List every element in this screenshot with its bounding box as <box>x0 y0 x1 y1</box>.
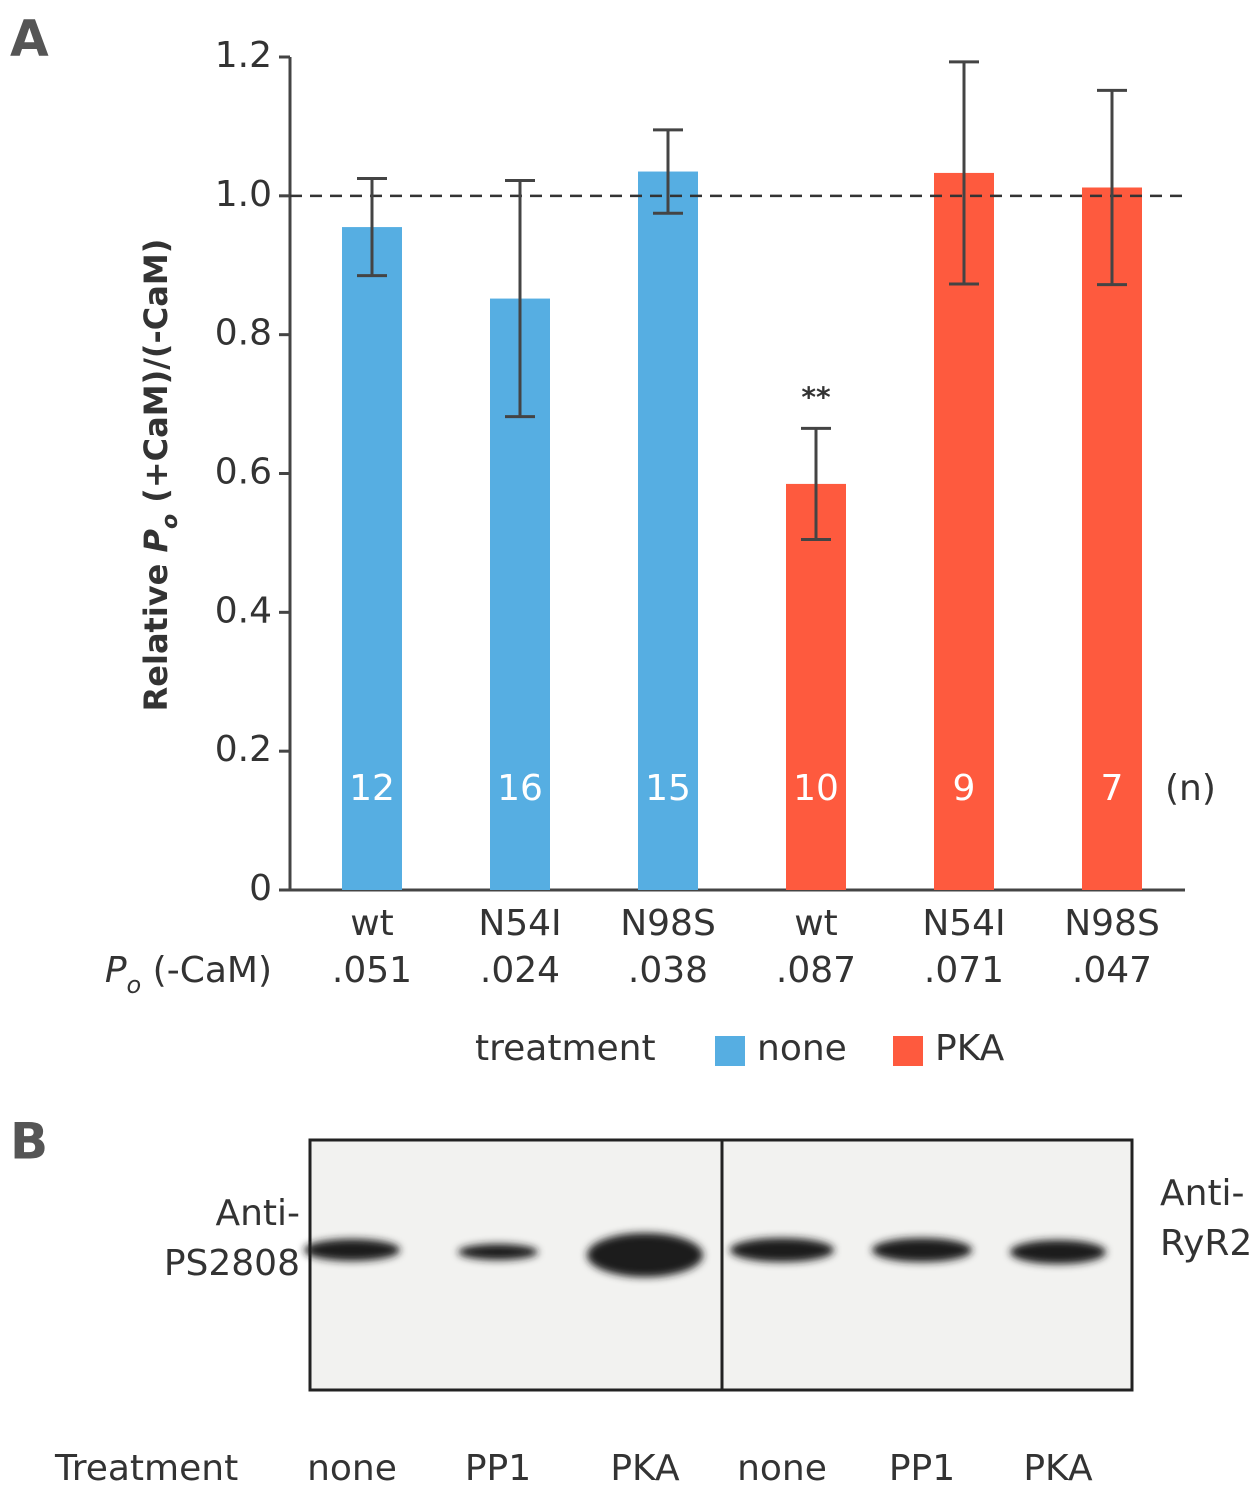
blot-label: RyR2 <box>1160 1223 1252 1264</box>
legend-swatch <box>715 1036 745 1066</box>
po-value: .024 <box>480 950 560 991</box>
lane-label: none <box>737 1448 827 1489</box>
y-tick-label: 0.6 <box>215 452 272 493</box>
band <box>587 1233 703 1277</box>
bar <box>1082 187 1142 891</box>
bar <box>786 483 846 890</box>
po-value: .051 <box>332 950 412 991</box>
lane-label: PP1 <box>465 1448 531 1489</box>
row-label: Treatment <box>54 1448 238 1489</box>
po-value: .071 <box>924 950 1004 991</box>
legend-label: none <box>757 1028 847 1069</box>
y-tick-label: 0.8 <box>215 313 272 354</box>
n-label: 10 <box>793 768 839 809</box>
x-tick-label: wt <box>350 903 394 944</box>
po-value: .047 <box>1072 950 1152 991</box>
band <box>730 1238 834 1262</box>
legend-title: treatment <box>475 1028 656 1069</box>
y-axis-label: Relative Po (+CaM)/(-CaM) <box>137 239 183 712</box>
blot-label: Anti- <box>215 1193 300 1234</box>
x-tick-label: N54I <box>478 903 561 944</box>
po-label-part: (-CaM) <box>141 950 272 991</box>
blot-bands <box>304 1233 1106 1277</box>
y-label-part: P <box>137 528 175 552</box>
bar <box>342 227 402 891</box>
lane-label: PKA <box>610 1448 680 1489</box>
y-tick-label: 1.0 <box>215 174 272 215</box>
y-tick-label: 0.4 <box>215 590 272 631</box>
band <box>872 1238 972 1262</box>
y-label-part: o <box>158 514 183 529</box>
band <box>304 1239 400 1261</box>
legend-label: PKA <box>935 1028 1005 1069</box>
n-label: 9 <box>953 768 976 809</box>
n-label: 15 <box>645 768 691 809</box>
bar <box>638 171 698 891</box>
po-label-part: o <box>127 971 142 999</box>
n-label: 12 <box>349 768 395 809</box>
panel-label: B <box>10 1113 48 1171</box>
n-label-title: (n) <box>1165 768 1216 809</box>
y-tick-label: 0 <box>249 868 272 909</box>
band <box>1010 1240 1106 1264</box>
annotation: ** <box>801 380 831 413</box>
blot-label: Anti- <box>1160 1173 1245 1214</box>
po-value: .038 <box>628 950 708 991</box>
po-value: .087 <box>776 950 856 991</box>
x-tick-label: N98S <box>620 903 716 944</box>
x-tick-label: wt <box>794 903 838 944</box>
n-label: 7 <box>1101 768 1124 809</box>
n-label: 16 <box>497 768 543 809</box>
panel-label: A <box>10 10 49 68</box>
y-tick-label: 1.2 <box>215 35 272 76</box>
y-tick-label: 0.2 <box>215 729 272 770</box>
y-label-part: Relative <box>137 552 175 711</box>
lane-label: PP1 <box>889 1448 955 1489</box>
lane-label: none <box>307 1448 397 1489</box>
po-label-part: P <box>105 950 127 991</box>
po-row-label: Po (-CaM) <box>105 950 272 999</box>
band <box>458 1244 538 1260</box>
lane-label: PKA <box>1023 1448 1093 1489</box>
y-label-part: (+CaM)/(-CaM) <box>137 239 175 514</box>
blot-frame <box>720 1138 1134 1392</box>
blot-label: PS2808 <box>164 1243 300 1284</box>
legend-swatch <box>893 1036 923 1066</box>
x-tick-label: N98S <box>1064 903 1160 944</box>
bar <box>934 172 994 890</box>
x-tick-label: N54I <box>922 903 1005 944</box>
